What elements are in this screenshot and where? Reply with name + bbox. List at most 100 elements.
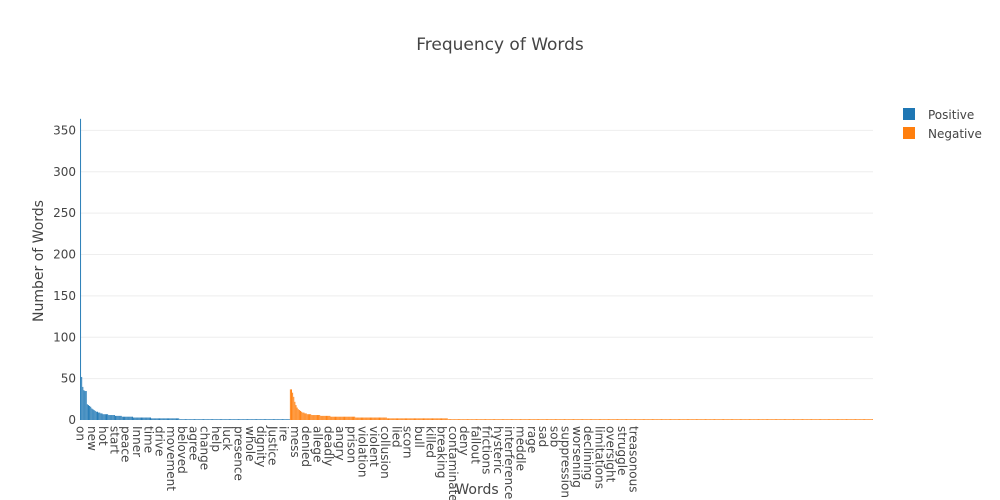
- bar-positive[interactable]: [216, 419, 218, 420]
- bar-negative[interactable]: [304, 413, 306, 420]
- bar-positive[interactable]: [178, 418, 180, 420]
- bar-negative[interactable]: [591, 419, 593, 420]
- bar-negative[interactable]: [636, 419, 638, 420]
- bar-positive[interactable]: [188, 419, 190, 420]
- bar-negative[interactable]: [614, 419, 616, 420]
- bar-negative[interactable]: [818, 419, 820, 420]
- bar-negative[interactable]: [705, 419, 706, 420]
- bar-negative[interactable]: [380, 417, 382, 420]
- bar-negative[interactable]: [530, 419, 532, 420]
- bar-negative[interactable]: [450, 419, 452, 420]
- bar-negative[interactable]: [578, 419, 580, 420]
- bar-negative[interactable]: [750, 419, 752, 420]
- bar-positive[interactable]: [197, 419, 199, 420]
- bar-negative[interactable]: [409, 418, 411, 420]
- bar-negative[interactable]: [408, 418, 410, 420]
- bar-positive[interactable]: [142, 417, 144, 420]
- bar-negative[interactable]: [692, 419, 694, 420]
- bar-positive[interactable]: [186, 419, 188, 420]
- bar-negative[interactable]: [535, 419, 537, 420]
- bar-positive[interactable]: [284, 419, 286, 420]
- bar-negative[interactable]: [685, 419, 687, 420]
- bar-negative[interactable]: [789, 419, 791, 420]
- bar-negative[interactable]: [807, 419, 809, 420]
- bar-negative[interactable]: [515, 419, 517, 420]
- bar-negative[interactable]: [831, 419, 833, 420]
- bar-negative[interactable]: [859, 419, 861, 420]
- bar-negative[interactable]: [768, 419, 770, 420]
- bar-negative[interactable]: [742, 419, 744, 420]
- bar-negative[interactable]: [758, 419, 759, 420]
- bar-positive[interactable]: [195, 419, 197, 420]
- bar-negative[interactable]: [447, 419, 449, 420]
- bar-positive[interactable]: [232, 419, 234, 420]
- bar-negative[interactable]: [638, 419, 640, 420]
- bar-positive[interactable]: [112, 415, 114, 420]
- bar-negative[interactable]: [559, 419, 561, 420]
- bar-negative[interactable]: [759, 419, 761, 420]
- bar-negative[interactable]: [640, 419, 642, 420]
- bar-negative[interactable]: [781, 419, 783, 420]
- bar-negative[interactable]: [753, 419, 755, 420]
- bar-negative[interactable]: [605, 419, 607, 420]
- bar-negative[interactable]: [410, 418, 412, 420]
- bar-negative[interactable]: [500, 419, 502, 420]
- bar-negative[interactable]: [550, 419, 552, 420]
- bar-negative[interactable]: [560, 419, 562, 420]
- bar-negative[interactable]: [847, 419, 849, 420]
- bar-negative[interactable]: [296, 407, 298, 420]
- bar-negative[interactable]: [871, 419, 873, 420]
- bar-negative[interactable]: [695, 419, 697, 420]
- bar-positive[interactable]: [239, 419, 241, 420]
- bar-negative[interactable]: [321, 415, 323, 420]
- bar-positive[interactable]: [208, 419, 210, 420]
- bar-negative[interactable]: [797, 419, 799, 420]
- bar-positive[interactable]: [249, 419, 251, 420]
- bar-negative[interactable]: [808, 419, 810, 420]
- bar-positive[interactable]: [214, 419, 216, 420]
- bar-negative[interactable]: [394, 418, 396, 420]
- bar-positive[interactable]: [138, 417, 140, 420]
- bar-positive[interactable]: [108, 415, 110, 420]
- bar-negative[interactable]: [453, 419, 455, 420]
- bar-positive[interactable]: [187, 419, 189, 420]
- bar-negative[interactable]: [482, 419, 484, 420]
- bar-positive[interactable]: [267, 419, 269, 420]
- bar-negative[interactable]: [630, 419, 632, 420]
- bar-negative[interactable]: [416, 418, 418, 420]
- bar-negative[interactable]: [436, 418, 438, 420]
- bar-negative[interactable]: [595, 419, 597, 420]
- bar-positive[interactable]: [278, 419, 280, 420]
- bar-negative[interactable]: [690, 419, 692, 420]
- bar-positive[interactable]: [160, 418, 162, 420]
- bar-negative[interactable]: [341, 416, 343, 420]
- bar-negative[interactable]: [419, 418, 421, 420]
- bar-negative[interactable]: [548, 419, 550, 420]
- bar-negative[interactable]: [693, 419, 695, 420]
- bar-negative[interactable]: [800, 419, 802, 420]
- bar-negative[interactable]: [295, 405, 297, 420]
- bar-negative[interactable]: [337, 416, 339, 420]
- bar-negative[interactable]: [345, 416, 347, 420]
- bar-negative[interactable]: [382, 417, 384, 420]
- bar-positive[interactable]: [131, 416, 133, 420]
- bar-negative[interactable]: [583, 419, 585, 420]
- bar-positive[interactable]: [227, 419, 229, 420]
- bar-negative[interactable]: [762, 419, 764, 420]
- bar-negative[interactable]: [735, 419, 737, 420]
- bar-negative[interactable]: [827, 419, 829, 420]
- bar-negative[interactable]: [412, 418, 414, 420]
- bar-negative[interactable]: [480, 419, 482, 420]
- bar-positive[interactable]: [231, 419, 233, 420]
- bar-positive[interactable]: [163, 418, 165, 420]
- bar-negative[interactable]: [710, 419, 712, 420]
- bar-negative[interactable]: [586, 419, 588, 420]
- bar-negative[interactable]: [372, 417, 374, 420]
- bar-negative[interactable]: [398, 418, 400, 420]
- bar-negative[interactable]: [539, 419, 541, 420]
- bar-negative[interactable]: [671, 419, 673, 420]
- bar-negative[interactable]: [479, 419, 481, 420]
- bar-negative[interactable]: [864, 419, 866, 420]
- bar-negative[interactable]: [717, 419, 719, 420]
- bar-negative[interactable]: [721, 419, 723, 420]
